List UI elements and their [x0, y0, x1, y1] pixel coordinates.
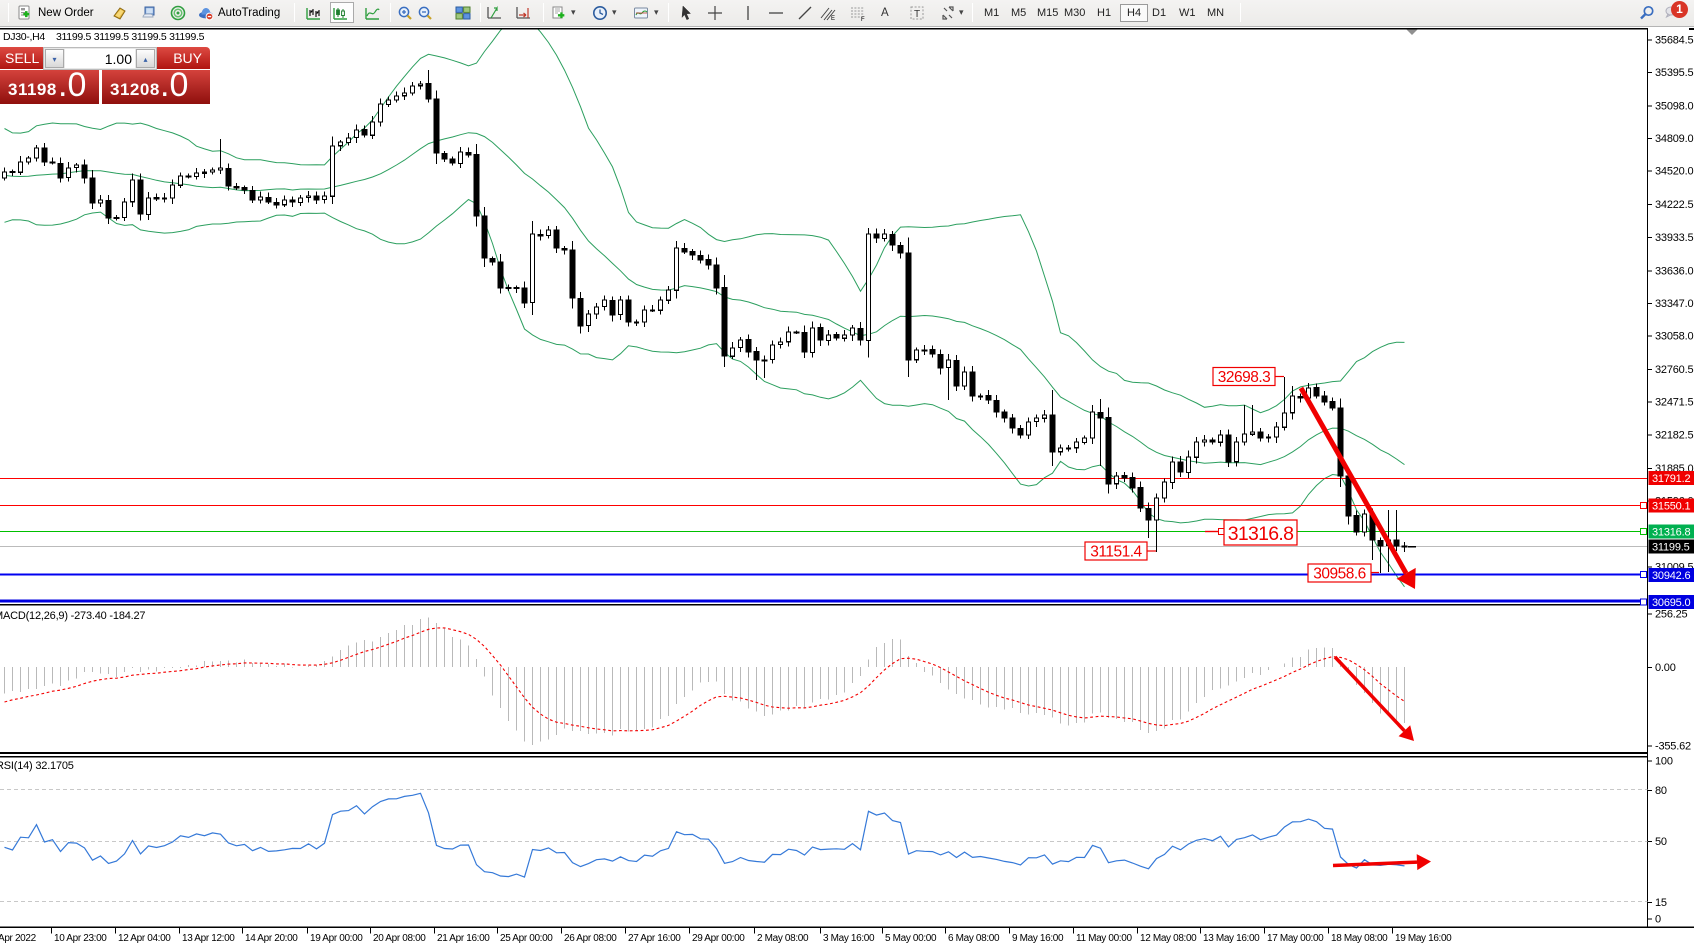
svg-text:-355.62: -355.62: [1655, 740, 1691, 752]
svg-text:17 May 00:00: 17 May 00:00: [1267, 933, 1324, 944]
svg-text:25 Apr 00:00: 25 Apr 00:00: [500, 933, 553, 944]
svg-text:2 May 08:00: 2 May 08:00: [757, 933, 809, 944]
svg-text:80: 80: [1655, 785, 1667, 797]
svg-text:35098.0: 35098.0: [1655, 100, 1693, 112]
svg-text:34222.5: 34222.5: [1655, 199, 1693, 211]
svg-text:29 Apr 00:00: 29 Apr 00:00: [692, 933, 745, 944]
svg-text:13 Apr 12:00: 13 Apr 12:00: [182, 933, 235, 944]
svg-text:11 May 00:00: 11 May 00:00: [1076, 933, 1132, 944]
svg-text:32471.5: 32471.5: [1655, 397, 1693, 409]
svg-text:33933.5: 33933.5: [1655, 232, 1693, 244]
svg-text:9 May 16:00: 9 May 16:00: [1012, 933, 1064, 944]
svg-text:31199.5: 31199.5: [1652, 542, 1690, 554]
svg-text:32182.5: 32182.5: [1655, 429, 1693, 441]
svg-text:3 May 16:00: 3 May 16:00: [823, 933, 875, 944]
svg-text:33347.0: 33347.0: [1655, 298, 1693, 310]
svg-text:30958.6: 30958.6: [1313, 566, 1366, 583]
svg-text:50: 50: [1655, 836, 1667, 848]
svg-text:14 Apr 20:00: 14 Apr 20:00: [245, 933, 298, 944]
svg-text:19 Apr 00:00: 19 Apr 00:00: [310, 933, 363, 944]
svg-text:0: 0: [1655, 914, 1661, 926]
svg-text:34520.0: 34520.0: [1655, 166, 1693, 178]
svg-text:35684.5: 35684.5: [1655, 34, 1693, 46]
svg-text:12 Apr 04:00: 12 Apr 04:00: [118, 933, 171, 944]
svg-text:19 May 16:00: 19 May 16:00: [1395, 933, 1452, 944]
svg-text:21 Apr 16:00: 21 Apr 16:00: [437, 933, 490, 944]
svg-text:31199.5 31199.5 31199.5 31199.: 31199.5 31199.5 31199.5 31199.5: [56, 31, 205, 43]
svg-text:20 Apr 08:00: 20 Apr 08:00: [373, 933, 426, 944]
svg-text:100: 100: [1655, 756, 1673, 768]
svg-text:34809.0: 34809.0: [1655, 133, 1693, 145]
svg-text:Apr 2022: Apr 2022: [0, 933, 37, 944]
svg-text:15: 15: [1655, 897, 1667, 909]
svg-text:32698.3: 32698.3: [1218, 369, 1271, 386]
svg-text:31151.4: 31151.4: [1090, 544, 1142, 561]
svg-text:31550.1: 31550.1: [1652, 501, 1690, 513]
svg-text:18 May 08:00: 18 May 08:00: [1331, 933, 1388, 944]
svg-text:12 May 08:00: 12 May 08:00: [1140, 933, 1197, 944]
svg-text:31791.2: 31791.2: [1652, 473, 1690, 485]
svg-text:F: F: [861, 17, 865, 21]
svg-text:31316.8: 31316.8: [1652, 527, 1690, 539]
svg-text:26 Apr 08:00: 26 Apr 08:00: [564, 933, 617, 944]
svg-text:5 May 00:00: 5 May 00:00: [885, 933, 937, 944]
svg-text:32760.5: 32760.5: [1655, 364, 1693, 376]
svg-text:T: T: [914, 9, 920, 20]
svg-text:27 Apr 16:00: 27 Apr 16:00: [628, 933, 681, 944]
svg-text:6 May 08:00: 6 May 08:00: [948, 933, 1000, 944]
svg-text:31316.8: 31316.8: [1228, 523, 1294, 545]
svg-text:E: E: [831, 16, 835, 21]
svg-text:256.25: 256.25: [1655, 609, 1688, 621]
svg-text:RSI(14) 32.1705: RSI(14) 32.1705: [0, 760, 74, 772]
svg-text:33636.0: 33636.0: [1655, 265, 1693, 277]
svg-text:30942.6: 30942.6: [1652, 570, 1690, 582]
svg-text:10 Apr 23:00: 10 Apr 23:00: [54, 933, 107, 944]
svg-text:33058.0: 33058.0: [1655, 331, 1693, 343]
svg-text:35395.5: 35395.5: [1655, 67, 1693, 79]
svg-text:DJ30-,H4: DJ30-,H4: [3, 31, 45, 43]
svg-text:MACD(12,26,9) -273.40 -184.27: MACD(12,26,9) -273.40 -184.27: [0, 610, 145, 622]
svg-text:0.00: 0.00: [1655, 662, 1676, 674]
svg-text:30695.0: 30695.0: [1652, 597, 1690, 609]
svg-text:13 May 16:00: 13 May 16:00: [1203, 933, 1260, 944]
